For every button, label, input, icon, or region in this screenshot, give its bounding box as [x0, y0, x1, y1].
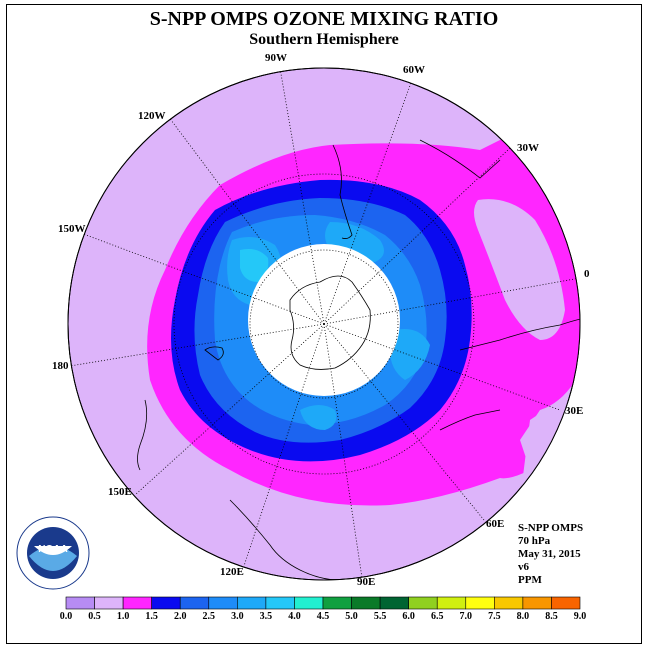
figure-frame — [6, 4, 642, 644]
south-america-coastline — [332, 139, 501, 239]
longitude-label-30e: 30E — [565, 405, 584, 417]
longitude-label-180: 180 — [52, 360, 69, 372]
colorbar-ticks: 0.0 0.5 1.0 1.5 2.0 2.5 3.0 3.5 4.0 4.5 5.0 5.5 6.0 6… — [60, 611, 587, 622]
colorbar-box — [522, 596, 552, 610]
contour-pocket-east — [474, 199, 565, 340]
colorbar-box — [65, 596, 95, 610]
map-border — [67, 67, 581, 581]
colorbar-box — [494, 596, 524, 610]
colorbar-box — [122, 596, 152, 610]
colorbar-tick-label: 6.0 — [402, 611, 415, 622]
longitude-label-60w: 60W — [403, 64, 425, 76]
colorbar-tick-label: 7.0 — [460, 611, 473, 622]
contour-band-3-5 — [240, 249, 269, 282]
colorbar-box — [436, 596, 467, 610]
new-zealand-coastline — [204, 346, 224, 361]
contour-band-3-0-south — [300, 405, 337, 430]
longitude-label-120w: 120W — [138, 110, 166, 122]
colorbar-tick-label: 2.5 — [203, 611, 216, 622]
colorbar-box — [179, 596, 210, 610]
colorbar-box — [351, 596, 381, 610]
colorbar-box — [408, 596, 438, 610]
colorbar-tick-label: 0.5 — [88, 611, 101, 622]
longitude-label-0: 0 — [584, 268, 590, 280]
colorbar-tick-label: 4.5 — [317, 611, 330, 622]
colorbar-tick-label: 7.5 — [488, 611, 501, 622]
colorbar-box — [465, 596, 495, 610]
longitude-label-90e: 90E — [357, 576, 376, 588]
colorbar-tick-label: 2.0 — [174, 611, 187, 622]
colorbar-boxes — [65, 596, 581, 610]
graticule — [69, 68, 580, 579]
colorbar-tick-label: 3.5 — [260, 611, 273, 622]
longitude-label-60e: 60E — [486, 518, 505, 530]
colorbar-box — [265, 596, 295, 610]
polar-night-region — [248, 244, 400, 396]
info-date: May 31, 2015 — [518, 548, 581, 560]
info-level: 70 hPa — [518, 535, 551, 547]
chart-subtitle: Southern Hemisphere — [249, 31, 399, 48]
colorbar-tick-label: 1.0 — [117, 611, 130, 622]
colorbar-tick-label: 1.5 — [145, 611, 158, 622]
longitude-label-120e: 120E — [220, 566, 244, 578]
colorbar-box — [151, 596, 181, 610]
antarctica-coastline — [289, 275, 371, 370]
africa-coastline — [439, 317, 580, 431]
colorbar-tick-label: 5.5 — [374, 611, 387, 622]
australia-coastline — [137, 399, 341, 580]
contour-band-3-0-east — [390, 329, 430, 380]
longitude-label-150e: 150E — [108, 486, 132, 498]
colorbar-box — [322, 596, 352, 610]
colorbar-tick-label: 5.0 — [345, 611, 358, 622]
info-units: PPM — [518, 574, 542, 586]
colorbar-box — [237, 596, 267, 610]
colorbar-box — [379, 596, 409, 610]
colorbar-box — [294, 596, 324, 610]
noaa-logo: NOAA — [16, 516, 90, 590]
colorbar-tick-label: 3.0 — [231, 611, 244, 622]
colorbar-box — [208, 596, 238, 610]
longitude-label-90w: 90W — [265, 52, 287, 64]
colorbar: 0.0 0.5 1.0 1.5 2.0 2.5 3.0 3.5 4.0 4.5 5.0 5.5 6.0 6… — [60, 596, 587, 622]
chart-title: S-NPP OMPS OZONE MIXING RATIO — [149, 8, 499, 30]
colorbar-box — [551, 596, 581, 610]
colorbar-box — [94, 596, 124, 610]
colorbar-tick-label: 9.0 — [574, 611, 587, 622]
logo-text: NOAA — [38, 544, 67, 555]
colorbar-tick-label: 8.0 — [517, 611, 530, 622]
colorbar-tick-label: 0.0 — [60, 611, 73, 622]
colorbar-tick-label: 4.0 — [288, 611, 301, 622]
info-instrument: S-NPP OMPS — [518, 522, 584, 534]
longitude-label-150w: 150W — [58, 223, 86, 235]
info-version: v6 — [518, 561, 529, 573]
info-block: S-NPP OMPS 70 hPa May 31, 2015 v6 PPM — [518, 522, 583, 587]
colorbar-tick-label: 8.5 — [545, 611, 558, 622]
longitude-label-30w: 30W — [517, 142, 539, 154]
colorbar-tick-label: 6.5 — [431, 611, 444, 622]
